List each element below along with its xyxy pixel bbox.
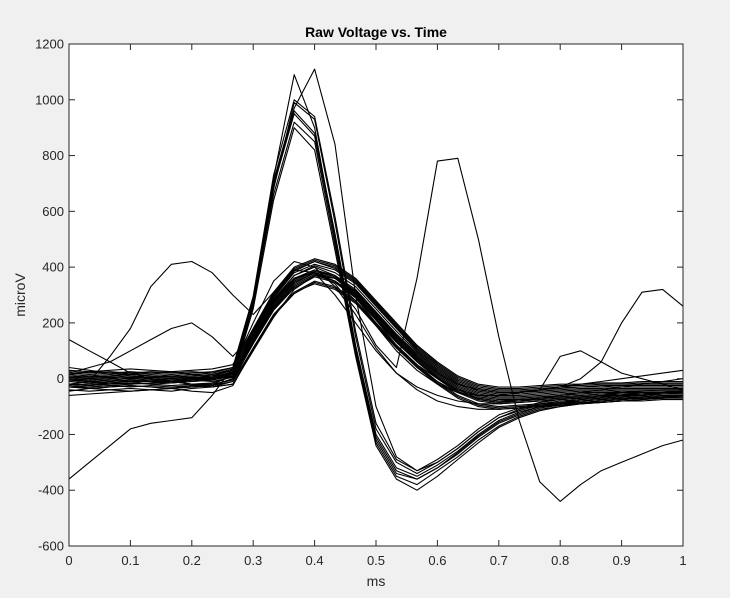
- y-tick-label: 1000: [35, 92, 64, 107]
- series-line-19: [68, 74, 683, 480]
- x-tick-label: 0.5: [367, 553, 385, 568]
- y-tick-label: -200: [38, 427, 64, 442]
- x-tick-label: 0.8: [551, 553, 569, 568]
- x-tick-label: 0.7: [490, 553, 508, 568]
- x-axis-title: ms: [367, 573, 386, 589]
- y-tick-label: -600: [38, 539, 64, 554]
- series-line-21: [68, 68, 684, 472]
- x-tick-label: 0.4: [306, 553, 324, 568]
- x-tick-label: 0.6: [428, 553, 446, 568]
- series-line-30: [68, 283, 683, 410]
- ticks-group: 0 0.1 0.2 0.3 0.4 0.5 0.6 0.7 0.8 0.9 1 -600 -400 -20…: [35, 37, 687, 569]
- series-group: [68, 68, 684, 502]
- chart-title: Raw Voltage vs. Time: [305, 24, 447, 40]
- series-line-16: [68, 274, 683, 403]
- y-axis-title: microV: [12, 273, 28, 317]
- x-tick-label: 0.1: [121, 553, 139, 568]
- y-tick-label: 800: [42, 148, 64, 163]
- series-line-27: [69, 157, 684, 502]
- y-tick-label: 1200: [35, 37, 64, 52]
- plot-area: [69, 44, 683, 546]
- series-line-11: [68, 260, 683, 392]
- x-tick-label: 0: [65, 553, 72, 568]
- x-tick-label: 1: [679, 553, 686, 568]
- y-tick-label: -400: [38, 483, 64, 498]
- series-line-32: [68, 274, 684, 394]
- series-line-15: [68, 259, 683, 389]
- series-line-29: [68, 266, 684, 396]
- y-tick-label: 600: [42, 204, 64, 219]
- x-tick-label: 0.2: [183, 553, 201, 568]
- y-tick-label: 200: [42, 315, 64, 330]
- x-tick-label: 0.9: [613, 553, 631, 568]
- y-tick-label: 400: [42, 260, 64, 275]
- y-tick-label: 0: [57, 371, 64, 386]
- x-tick-label: 0.3: [244, 553, 262, 568]
- series-line-26: [68, 260, 684, 405]
